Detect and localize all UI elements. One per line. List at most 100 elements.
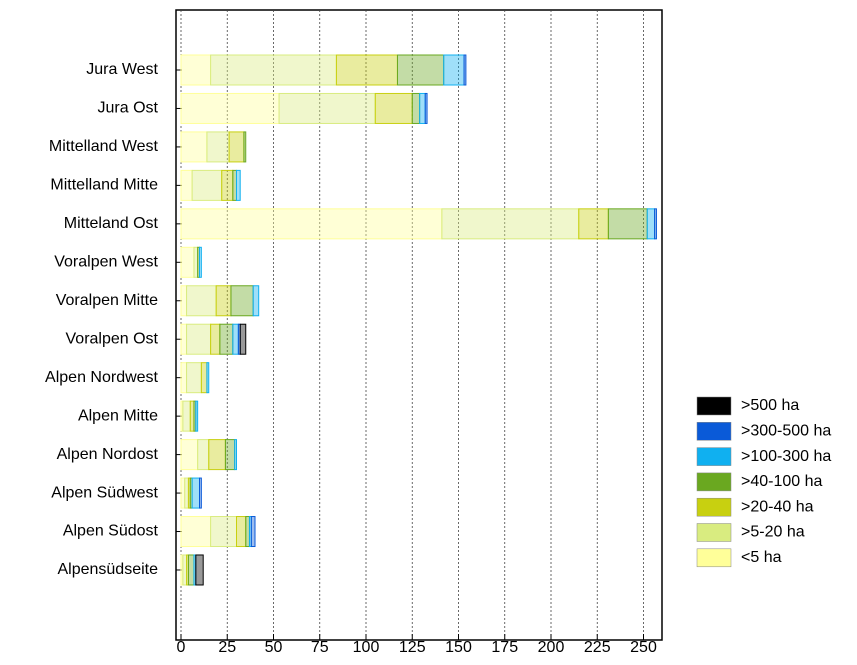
- y-tick-label: Jura West: [86, 61, 158, 78]
- bar-segment: [224, 439, 236, 471]
- bar-segment: [250, 516, 256, 548]
- legend-swatch: [696, 422, 732, 441]
- bar-segment: [180, 208, 443, 240]
- bar-segment: [195, 400, 199, 432]
- bar-segment: [193, 246, 199, 278]
- bar-segment: [180, 246, 195, 278]
- bar-segment: [186, 362, 202, 394]
- bar-segment: [197, 439, 210, 471]
- bar-segment: [210, 323, 221, 355]
- bar-segment: [195, 554, 204, 586]
- y-tick-label: Alpen Südost: [63, 523, 159, 540]
- bar-segment: [335, 54, 398, 86]
- y-tick-label: Voralpen Mitte: [56, 292, 158, 309]
- bar-segment: [180, 323, 188, 355]
- plot-frame: [175, 9, 663, 641]
- legend-label: >300-500 ha: [741, 423, 831, 440]
- y-tick-label: Voralpen West: [54, 254, 158, 271]
- bar-segment: [187, 554, 195, 586]
- x-tick-label: 75: [311, 639, 329, 656]
- legend-label: >20-40 ha: [741, 498, 814, 515]
- bar-segment: [419, 92, 426, 124]
- legend-swatch: [696, 472, 732, 492]
- bar-segment: [210, 516, 238, 548]
- bar-segment: [191, 477, 201, 509]
- y-tick-label: Mitteland Ost: [64, 215, 159, 232]
- bar-segment: [232, 323, 239, 355]
- bar-segment: [189, 400, 195, 432]
- x-tick-label: 0: [177, 639, 186, 656]
- legend-label: <5 ha: [741, 549, 782, 566]
- legend-swatch: [696, 548, 732, 568]
- bar-segment: [607, 208, 648, 240]
- y-tick-label: Alpensüdseite: [57, 561, 158, 578]
- x-tick-label: 225: [584, 639, 611, 656]
- y-tick-label: Mittelland Mitte: [50, 177, 158, 194]
- legend-swatch: [696, 447, 732, 466]
- bar-segment: [278, 92, 376, 124]
- x-tick-label: 175: [491, 639, 518, 656]
- bar-segment: [180, 54, 212, 86]
- bar-segment: [228, 131, 245, 163]
- x-tick-label: 250: [630, 639, 657, 656]
- legend-swatch: [696, 523, 732, 542]
- bar-segment: [396, 54, 445, 86]
- bar-segment: [199, 477, 202, 509]
- y-tick-label: Alpen Nordwest: [45, 369, 159, 386]
- bar-segment: [230, 285, 254, 317]
- bar-segment: [654, 208, 657, 240]
- bar-segment: [236, 516, 247, 548]
- bar-segment: [186, 323, 212, 355]
- x-tick-label: 50: [265, 639, 283, 656]
- bar-segment: [463, 54, 467, 86]
- bar-segment: [646, 208, 656, 240]
- bar-segment: [180, 362, 188, 394]
- bar-segment: [243, 131, 247, 163]
- bar-segment: [210, 54, 337, 86]
- legend-label: >500 ha: [741, 397, 799, 414]
- bar-segment: [411, 92, 421, 124]
- x-tick-label: 200: [538, 639, 565, 656]
- y-tick-label: Jura Ost: [98, 100, 159, 117]
- bar-segment: [441, 208, 580, 240]
- bar-segment: [443, 54, 465, 86]
- bar-segment: [180, 169, 193, 201]
- bar-segment: [180, 516, 212, 548]
- bar-segment: [206, 362, 210, 394]
- bar-segment: [180, 439, 199, 471]
- bar-segment: [208, 439, 226, 471]
- bar-segment: [245, 516, 250, 548]
- y-tick-label: Alpen Nordost: [57, 446, 159, 463]
- bar-segment: [191, 169, 223, 201]
- bar-segment: [374, 92, 413, 124]
- bar-segment: [182, 554, 188, 586]
- bar-segment: [182, 400, 191, 432]
- x-tick-label: 25: [218, 639, 236, 656]
- bar-segment: [184, 477, 189, 509]
- bar-segment: [180, 92, 280, 124]
- bar-segment: [239, 323, 247, 355]
- y-tick-label: Alpen Südwest: [51, 484, 158, 501]
- bar-segment: [252, 285, 260, 317]
- bar-segment: [206, 131, 230, 163]
- y-tick-label: Voralpen Ost: [66, 330, 159, 347]
- bar-segment: [180, 477, 186, 509]
- x-tick-label: 100: [353, 639, 380, 656]
- bar-segment: [199, 246, 202, 278]
- y-tick-label: Alpen Mitte: [78, 407, 158, 424]
- bar-segment: [215, 285, 232, 317]
- legend-swatch: [696, 497, 732, 517]
- bar-segment: [180, 131, 208, 163]
- bar-segment: [236, 169, 241, 201]
- legend-label: >100-300 ha: [741, 448, 831, 465]
- x-tick-label: 150: [445, 639, 472, 656]
- bar-segment: [578, 208, 609, 240]
- y-tick-label: Mittelland West: [49, 138, 159, 155]
- legend-swatch: [696, 396, 732, 416]
- bar-segment: [200, 362, 208, 394]
- bar-segment: [180, 285, 188, 317]
- bar-segment: [234, 439, 237, 471]
- bar-segment: [232, 169, 238, 201]
- bar-segment: [221, 169, 234, 201]
